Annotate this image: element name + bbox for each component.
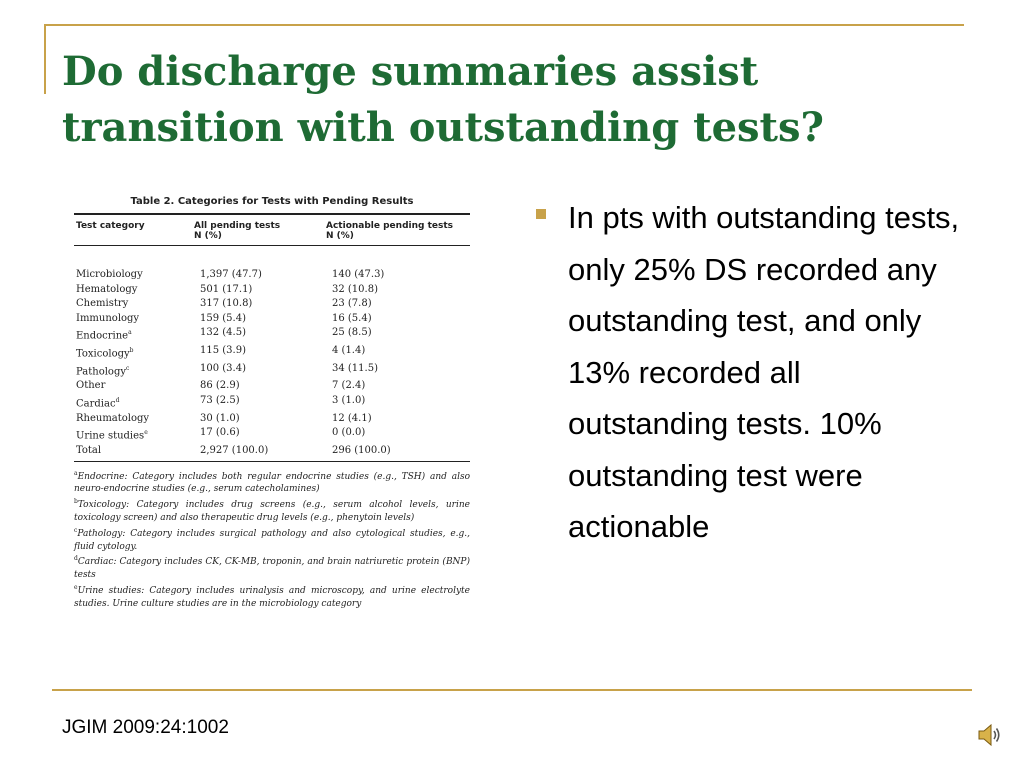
square-bullet-icon xyxy=(536,209,546,219)
bullet-item: In pts with outstanding tests, only 25% … xyxy=(568,200,960,544)
table-row: Endocrinea 132 (4.5) 25 (8.5) xyxy=(74,326,470,344)
cell-category: Pathologyc xyxy=(76,364,130,377)
cell-all-pending: 1,397 (47.7) xyxy=(200,269,262,280)
cell-all-pending: 317 (10.8) xyxy=(200,298,253,309)
cell-all-pending: 501 (17.1) xyxy=(200,283,253,295)
cell-all-pending: 159 (5.4) xyxy=(200,312,246,324)
footnote-mark: e xyxy=(144,429,148,437)
footnote-mark: c xyxy=(126,364,130,372)
cell-all-pending: 17 (0.6) xyxy=(200,427,240,439)
cell-category: Rheumatology xyxy=(76,412,150,424)
table-row: Urine studiese 17 (0.6) 0 (0.0) xyxy=(74,426,470,444)
left-border-line xyxy=(44,24,46,94)
cell-category: Hematology xyxy=(76,283,138,295)
table-row: Microbiology 1,397 (47.7) 140 (47.3) xyxy=(74,268,470,283)
cell-all-pending: 73 (2.5) xyxy=(200,394,240,406)
footnote: eUrine studies: Category includes urinal… xyxy=(74,584,470,609)
table-row: Toxicologyb 115 (3.9) 4 (1.4) xyxy=(74,344,470,362)
footnote-mark: d xyxy=(115,396,120,404)
cell-actionable-pending: 0 (0.0) xyxy=(332,427,366,439)
cell-actionable-pending: 140 (47.3) xyxy=(332,269,385,280)
cell-actionable-pending: 7 (2.4) xyxy=(332,380,366,392)
cell-category: Urine studiese xyxy=(76,429,148,442)
cell-actionable-pending: 3 (1.0) xyxy=(332,394,366,406)
cell-all-pending: 115 (3.9) xyxy=(200,344,246,356)
cell-all-pending: 86 (2.9) xyxy=(200,380,240,392)
table-row: Hematology 501 (17.1) 32 (10.8) xyxy=(74,283,470,298)
cell-category: Cardiacd xyxy=(76,396,120,410)
table-row: Cardiacd 73 (2.5) 3 (1.0) xyxy=(74,394,470,412)
cell-all-pending: 132 (4.5) xyxy=(200,327,246,338)
cell-category: Endocrinea xyxy=(76,329,132,342)
header-actionable-pending: Actionable pending tests N (%) xyxy=(326,221,470,241)
table-figure: Table 2. Categories for Tests with Pendi… xyxy=(74,196,470,611)
citation: JGIM 2009:24:1002 xyxy=(62,717,229,738)
cell-category: Immunology xyxy=(76,312,140,324)
table-row: Rheumatology 30 (1.0) 12 (4.1) xyxy=(74,412,470,427)
cell-actionable-pending: 32 (10.8) xyxy=(332,283,378,295)
cell-category: Microbiology xyxy=(76,269,143,280)
cell-category: Chemistry xyxy=(76,298,129,309)
bottom-border-line xyxy=(52,689,972,691)
header-all-pending-unit: N (%) xyxy=(194,231,222,241)
footnote-mark: b xyxy=(129,346,134,354)
footnote-mark: a xyxy=(128,329,132,336)
slide-title: Do discharge summaries assist transition… xyxy=(62,48,824,151)
cell-actionable-pending: 16 (5.4) xyxy=(332,312,372,324)
header-actionable-title: Actionable pending tests xyxy=(326,221,454,231)
header-all-pending: All pending tests N (%) xyxy=(194,221,326,241)
header-test-category: Test category xyxy=(76,221,145,231)
cell-all-pending: 30 (1.0) xyxy=(200,412,240,424)
cell-actionable-pending: 4 (1.4) xyxy=(332,344,366,356)
table-row: Pathologyc 100 (3.4) 34 (11.5) xyxy=(74,362,470,380)
footnote: bToxicology: Category includes drug scre… xyxy=(74,498,470,524)
table-row: Chemistry 317 (10.8) 23 (7.8) xyxy=(74,297,470,312)
footnote: aEndocrine: Category includes both regul… xyxy=(74,469,470,495)
top-border-line xyxy=(44,24,964,26)
header-actionable-unit: N (%) xyxy=(326,231,354,241)
header-all-pending-title: All pending tests xyxy=(194,221,281,231)
footnote: cPathology: Category includes surgical p… xyxy=(74,526,470,552)
cell-category: Toxicologyb xyxy=(76,346,134,360)
table-header: Test category All pending tests N (%) Ac… xyxy=(74,213,470,246)
footnote: dCardiac: Category includes CK, CK-MB, t… xyxy=(74,555,470,581)
cell-actionable-pending: 25 (8.5) xyxy=(332,327,372,338)
cell-actionable-pending: 12 (4.1) xyxy=(332,412,372,424)
cell-category: Total xyxy=(76,445,102,457)
cell-actionable-pending: 23 (7.8) xyxy=(332,298,372,309)
table-row: Immunology 159 (5.4) 16 (5.4) xyxy=(74,312,470,327)
table-footnotes: aEndocrine: Category includes both regul… xyxy=(74,468,470,611)
cell-all-pending: 100 (3.4) xyxy=(200,362,246,374)
cell-all-pending: 2,927 (100.0) xyxy=(200,445,269,457)
table-row: Total 2,927 (100.0) 296 (100.0) xyxy=(74,444,470,459)
table-body: Microbiology 1,397 (47.7) 140 (47.3) Hemato… xyxy=(74,246,470,462)
cell-actionable-pending: 296 (100.0) xyxy=(332,445,391,457)
speaker-icon[interactable] xyxy=(976,722,1002,748)
table-caption: Table 2. Categories for Tests with Pendi… xyxy=(130,196,414,207)
table-row: Other 86 (2.9) 7 (2.4) xyxy=(74,379,470,394)
cell-actionable-pending: 34 (11.5) xyxy=(332,362,378,374)
cell-category: Other xyxy=(76,380,106,392)
